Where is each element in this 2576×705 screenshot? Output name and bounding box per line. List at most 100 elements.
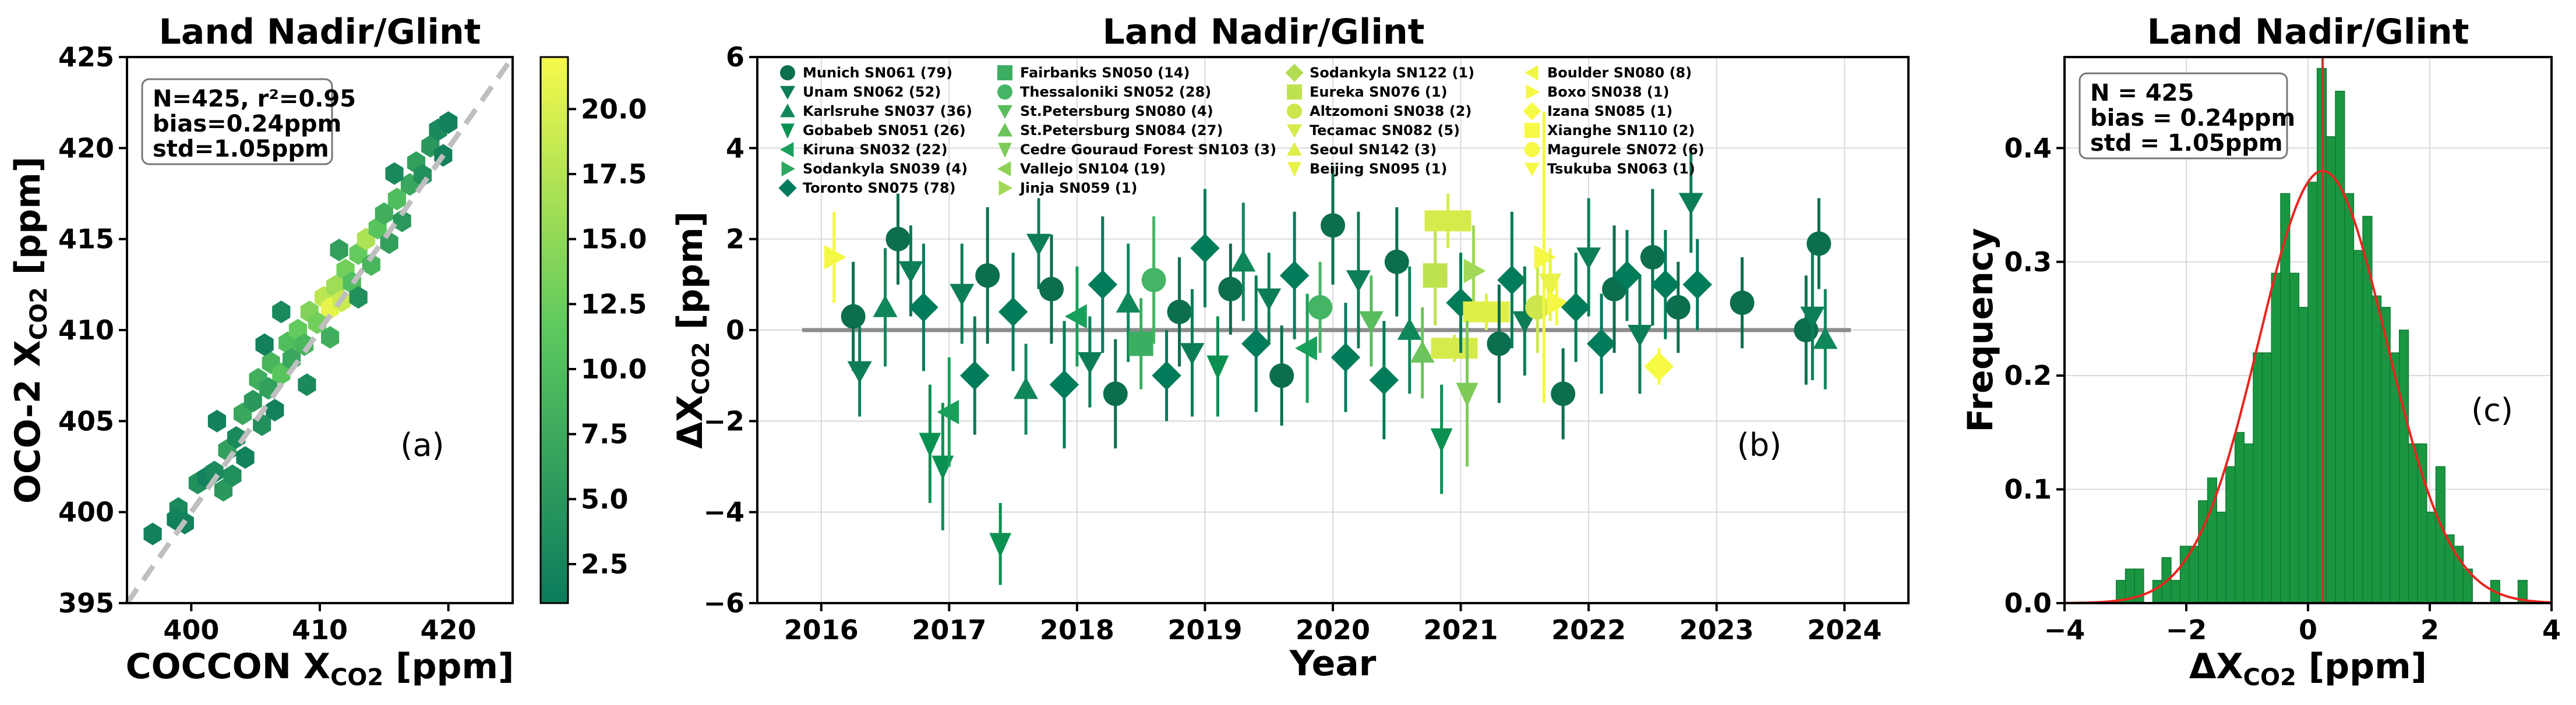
histogram-xtick-label: 0: [2299, 614, 2317, 646]
legend-marker: [998, 143, 1012, 158]
timeseries-point: [1141, 268, 1166, 293]
timeseries-point: [1806, 231, 1832, 256]
hexbin-cell: [255, 333, 274, 356]
hexbin-panel-label: (a): [400, 427, 444, 463]
hexbin-xtick-label: 400: [163, 614, 219, 646]
histogram-stats-box: [2079, 72, 2288, 160]
timeseries-point: [1039, 277, 1064, 302]
histogram-xlabel-main: ΔX: [2189, 646, 2243, 687]
histogram-bar: [2408, 443, 2418, 604]
timeseries-point: [998, 297, 1028, 327]
histogram-bar: [2234, 432, 2245, 604]
legend-entry-label: Izana SN085 (1): [1547, 103, 1672, 119]
gaussian-fit-curve: [2065, 169, 2552, 604]
legend-entry-label: Boxo SN038 (1): [1547, 84, 1670, 100]
timeseries-point: [1576, 247, 1601, 270]
hexbin-cell: [387, 187, 406, 211]
hexbin-xlabel-sub: CO2: [330, 664, 383, 691]
timeseries-point: [1152, 360, 1181, 391]
colorbar-tick-label: 10.0: [581, 353, 647, 385]
timeseries-point: [847, 361, 872, 384]
hexbin-ytick-label: 410: [58, 314, 114, 346]
timeseries-point: [1231, 249, 1256, 272]
legend-entry-label: Eureka SN076 (1): [1310, 84, 1448, 100]
hexbin-yticks: 395 400 405 410 415 420 425: [58, 41, 127, 619]
histogram-bar: [2253, 352, 2263, 604]
histogram-panel: Land Nadir/Glint −4 −2 0 2 4 0.0 0.1 0.2 0.3 0.4…: [1960, 12, 2561, 691]
hexbin-cell: [439, 111, 458, 134]
hexbin-cell: [214, 479, 233, 502]
hexbin-cell: [362, 253, 380, 276]
legend-marker: [1525, 162, 1540, 176]
hexbin-cell: [330, 239, 348, 261]
legend-marker: [997, 105, 1012, 119]
legend-marker: [1287, 142, 1302, 156]
legend-entry-label: Beijing SN095 (1): [1310, 161, 1447, 177]
hexbin-ylabel-sub: CO2: [26, 287, 52, 340]
colorbar-tick-label: 5.0: [581, 483, 629, 515]
timeseries-point: [960, 360, 990, 391]
histogram-bar: [2435, 466, 2446, 604]
histogram-bar: [2189, 545, 2199, 604]
timeseries-point: [1665, 295, 1691, 320]
legend-marker: [997, 84, 1012, 100]
timeseries-xtick-label: 2019: [1167, 614, 1242, 646]
hexbin-ylabel-unit: [ppm]: [8, 157, 48, 287]
timeseries-point: [1269, 363, 1294, 388]
hexbin-ytick-label: 395: [58, 587, 114, 619]
colorbar-ticks: 2.5 5.0 7.5 10.0 12.5 15.0 17.5 20.0: [568, 93, 647, 580]
hexbin-cell: [244, 389, 262, 413]
histogram-bar: [2307, 182, 2318, 604]
legend-marker: [997, 123, 1012, 137]
timeseries-point: [1463, 258, 1486, 284]
hexbin-cell: [205, 460, 224, 484]
timeseries-xtick-label: 2022: [1551, 614, 1626, 646]
histogram-xticks: −4 −2 0 2 4: [2044, 603, 2561, 646]
histogram-bar: [2261, 352, 2272, 604]
timeseries-point: [1026, 233, 1051, 256]
timeseries-ytick-label: −6: [703, 587, 744, 619]
histogram-bar: [2152, 580, 2162, 604]
timeseries-xlabel: Year: [1289, 643, 1377, 684]
timeseries-xtick-label: 2017: [912, 614, 986, 646]
timeseries-point: [909, 292, 938, 323]
legend-marker: [1287, 124, 1302, 138]
legend-entry-label: Cedre Gouraud Forest SN103 (3): [1020, 141, 1276, 158]
legend-marker: [781, 123, 795, 139]
timeseries-point: [1547, 290, 1569, 316]
timeseries-point: [1346, 270, 1371, 293]
histogram-yticks: 0.0 0.1 0.2 0.3 0.4: [2005, 132, 2065, 619]
timeseries-point: [1534, 245, 1557, 270]
legend-entry-label: Vallejo SN104 (19): [1020, 161, 1166, 177]
legend-marker: [780, 86, 795, 100]
hexbin-cell: [266, 399, 284, 421]
timeseries-point: [1384, 249, 1409, 274]
histogram-bar: [2289, 272, 2300, 604]
timeseries-title: Land Nadir/Glint: [1103, 12, 1425, 52]
histogram-bar: [2353, 250, 2363, 604]
histogram-xtick-label: −2: [2166, 614, 2207, 646]
timeseries-point: [1431, 338, 1478, 359]
hexbin-cell: [295, 333, 314, 356]
timeseries-point: [919, 433, 941, 458]
hexbin-cell: [393, 210, 411, 232]
timeseries-point: [1257, 288, 1282, 311]
legend-entry-label: Jinja SN059 (1): [1019, 180, 1137, 196]
timeseries-point: [1241, 329, 1271, 359]
histogram-bar: [2271, 272, 2281, 604]
timeseries-point: [1612, 261, 1642, 290]
timeseries-point: [1463, 301, 1510, 323]
histogram-ylabel: Frequency: [1960, 228, 2001, 432]
timeseries-point: [1650, 270, 1681, 300]
timeseries-point: [1369, 365, 1399, 395]
legend-entry-label: Xianghe SN110 (2): [1547, 122, 1695, 139]
histogram-xlabel-unit: [ppm]: [2296, 646, 2427, 687]
timeseries-yticks: −6 −4 −2 0 2 4 6: [703, 41, 757, 619]
hexbin-title: Land Nadir/Glint: [159, 12, 481, 52]
hexbin-cell: [375, 202, 393, 225]
hexbin-cell: [236, 446, 255, 469]
legend-marker: [1285, 63, 1304, 82]
legend-entry-label: Boulder SN080 (8): [1547, 65, 1692, 81]
timeseries-point: [1640, 245, 1665, 270]
timeseries-ytick-label: 6: [726, 41, 744, 73]
